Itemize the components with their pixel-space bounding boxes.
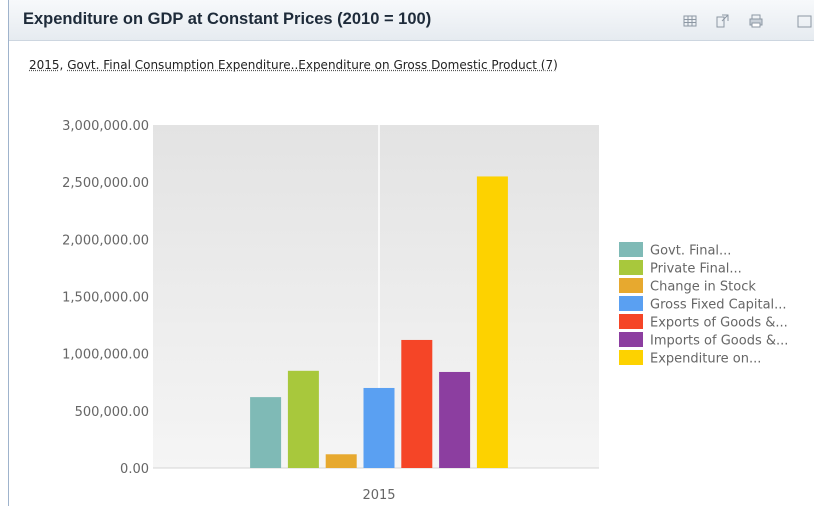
- legend-swatch: [619, 278, 643, 293]
- x-tick-label: 2015: [362, 488, 395, 503]
- legend-swatch: [619, 260, 643, 275]
- legend-swatch: [619, 332, 643, 347]
- bar[interactable]: [325, 454, 357, 468]
- y-tick-label: 1,000,000.00: [62, 348, 149, 363]
- panel-header: Expenditure on GDP at Constant Prices (2…: [9, 0, 814, 41]
- legend-swatch: [619, 242, 643, 257]
- legend-swatch: [619, 314, 643, 329]
- subtitle-series-link[interactable]: Govt. Final Consumption Expenditure..Exp…: [67, 58, 558, 72]
- bar[interactable]: [363, 387, 395, 468]
- subtitle-separator: ,: [59, 58, 68, 72]
- legend-label[interactable]: Gross Fixed Capital...: [650, 298, 787, 313]
- print-icon[interactable]: [747, 12, 765, 30]
- legend-label[interactable]: Imports of Goods &...: [650, 334, 788, 349]
- bar-chart: 0.00 500,000.00 1,000,000.00 1,500,000.00 2,…: [62, 119, 788, 503]
- y-tick-label: 1,500,000.00: [62, 291, 149, 306]
- export-icon[interactable]: [713, 12, 731, 30]
- bar[interactable]: [476, 176, 508, 468]
- bar[interactable]: [287, 370, 319, 468]
- legend-label[interactable]: Change in Stock: [650, 280, 756, 295]
- bar[interactable]: [250, 397, 282, 468]
- chart-panel: Expenditure on GDP at Constant Prices (2…: [8, 0, 814, 506]
- legend-swatch: [619, 296, 643, 311]
- subtitle-year-link[interactable]: 2015: [29, 58, 60, 72]
- legend-label[interactable]: Expenditure on...: [650, 352, 761, 367]
- y-tick-label: 500,000.00: [75, 405, 149, 420]
- panel-title: Expenditure on GDP at Constant Prices (2…: [23, 10, 432, 28]
- y-tick-label: 3,000,000.00: [62, 119, 149, 134]
- legend-label[interactable]: Govt. Final...: [650, 244, 731, 259]
- legend-swatch: [619, 350, 643, 365]
- y-tick-label: 2,500,000.00: [62, 176, 149, 191]
- y-tick-label: 2,000,000.00: [62, 233, 149, 248]
- table-icon[interactable]: [681, 12, 699, 30]
- legend-label[interactable]: Private Final...: [650, 262, 742, 277]
- legend-label[interactable]: Exports of Goods &...: [650, 316, 788, 331]
- chart-subtitle: 2015, Govt. Final Consumption Expenditur…: [29, 58, 558, 72]
- maximize-icon[interactable]: [795, 12, 813, 30]
- y-tick-label: 0.00: [120, 462, 149, 477]
- bar[interactable]: [401, 339, 433, 468]
- bar[interactable]: [439, 371, 471, 468]
